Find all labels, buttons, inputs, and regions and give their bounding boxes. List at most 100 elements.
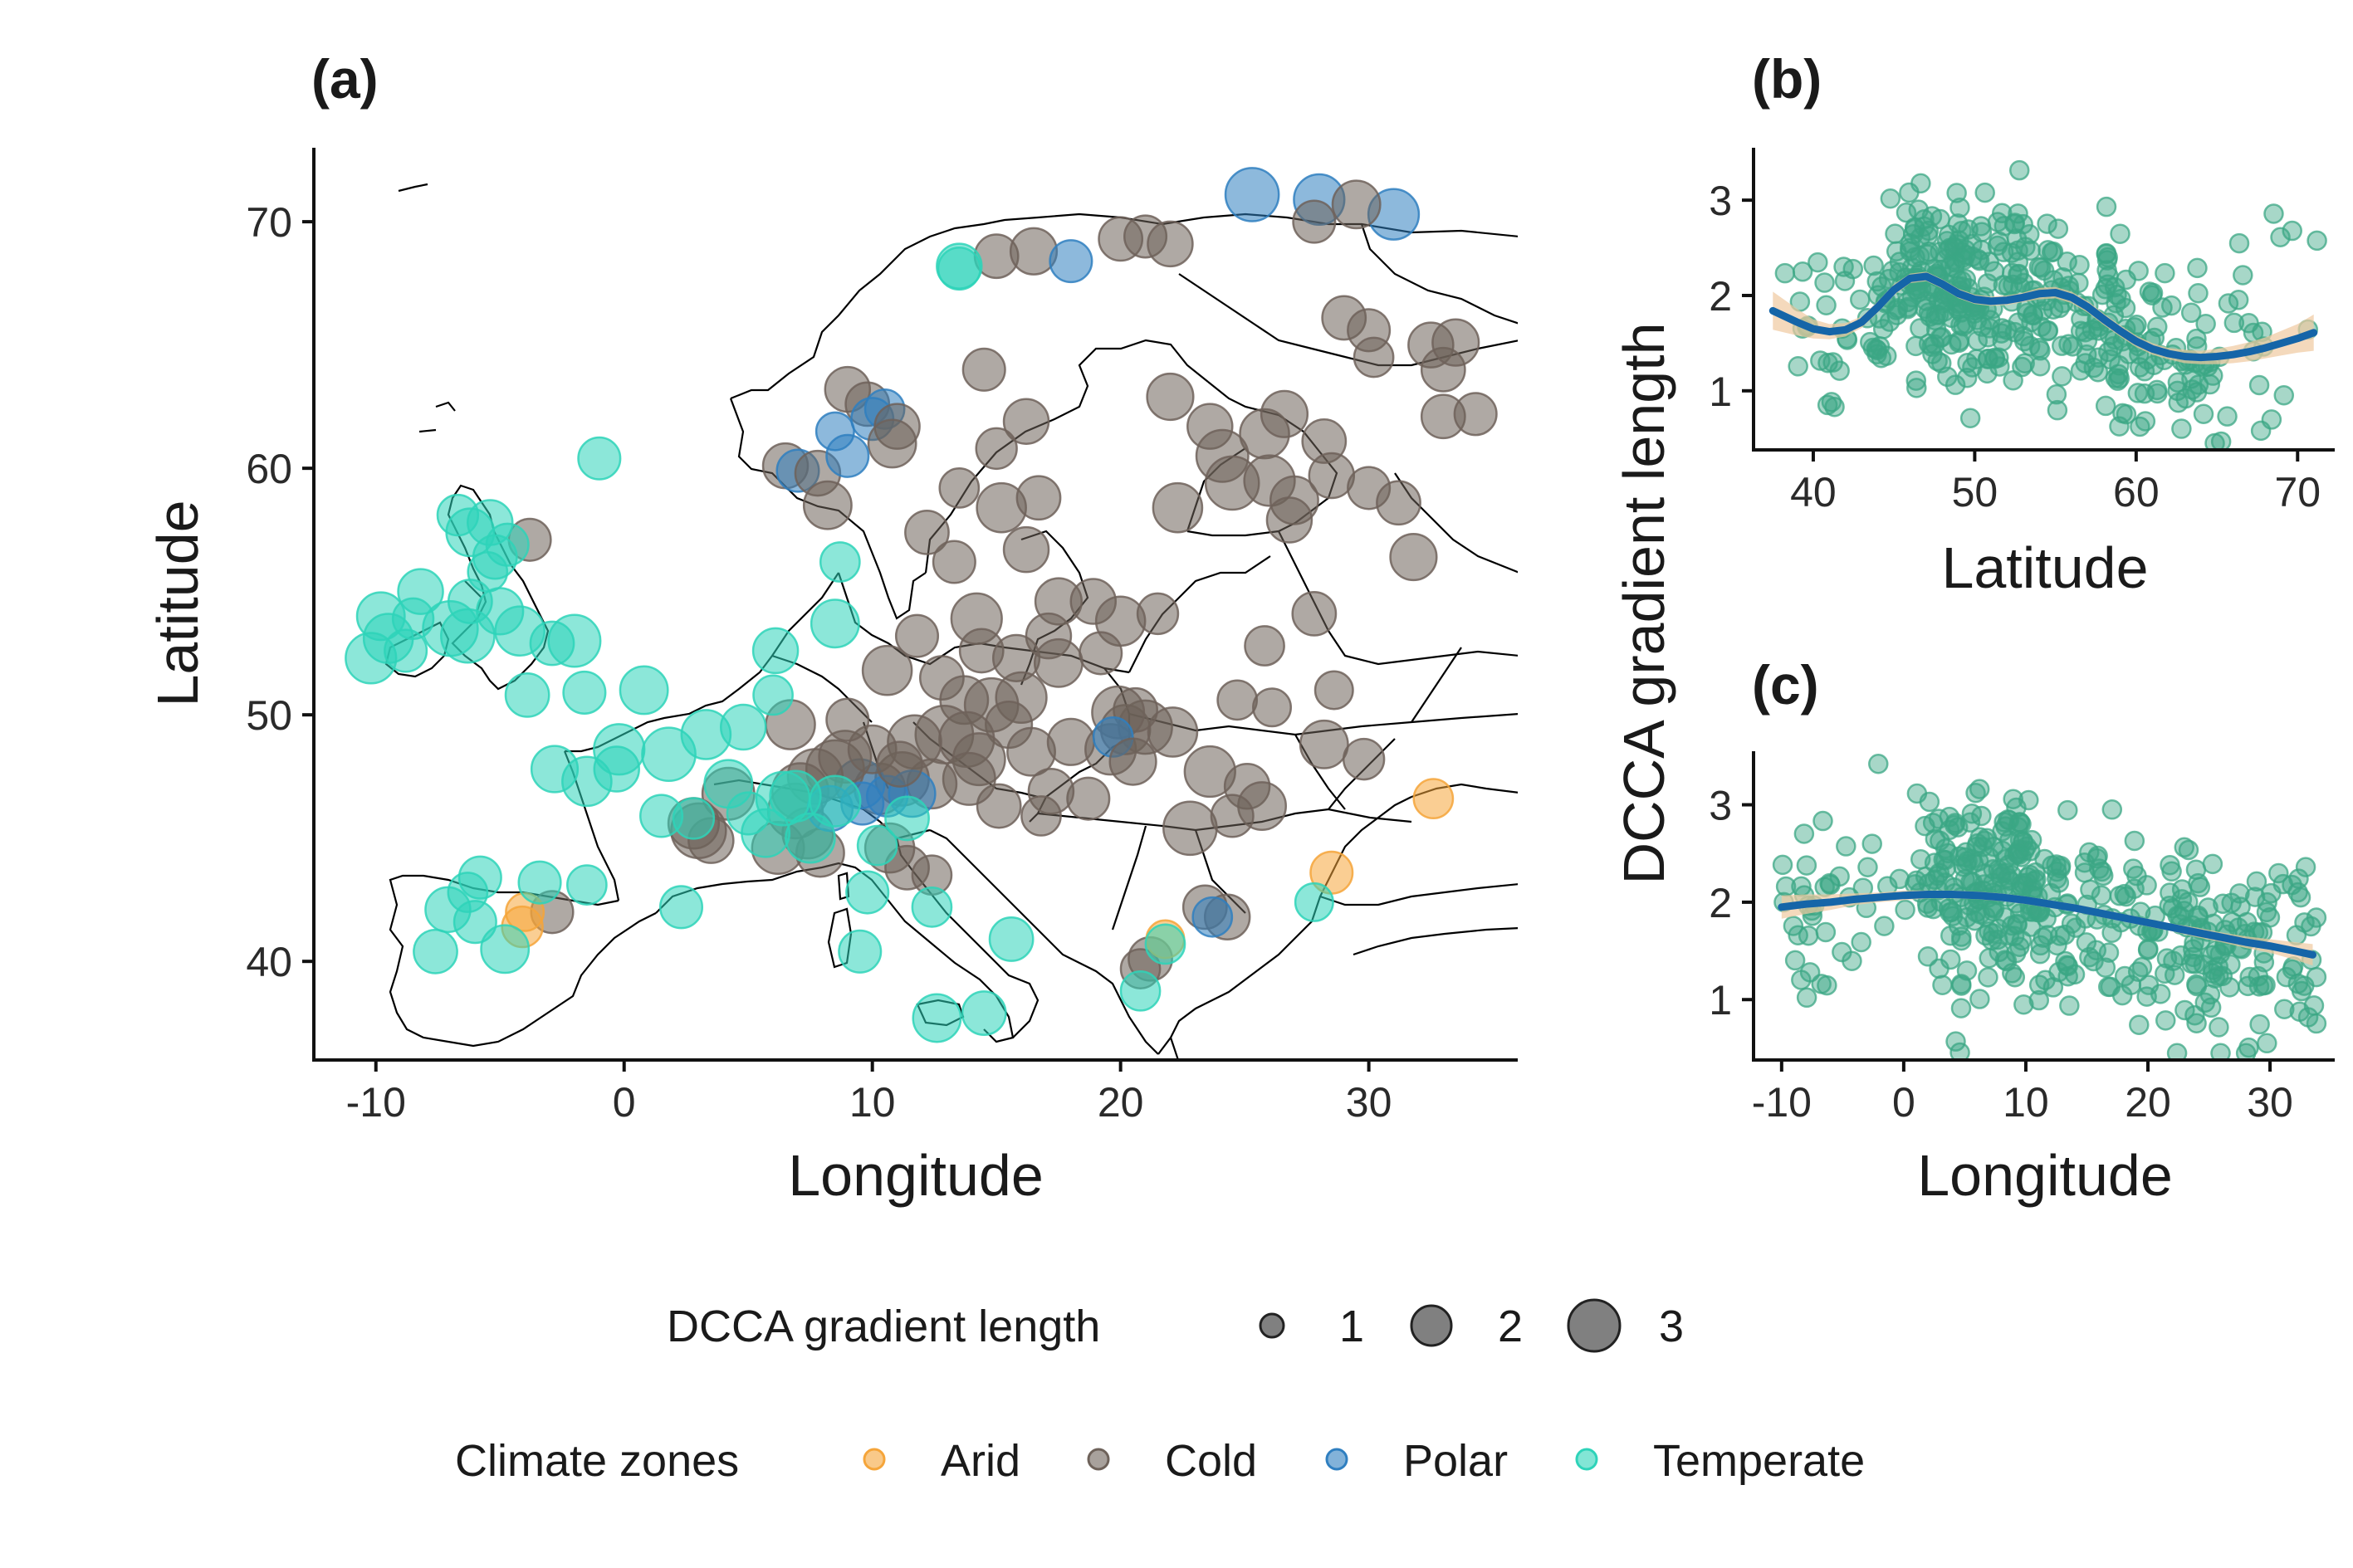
map-point-cold	[1313, 670, 1354, 711]
map-ticks: -10 0 10 20 30 40 50 60 70	[246, 199, 1392, 1126]
b-point	[2307, 230, 2327, 252]
map-point-temperate	[577, 436, 622, 481]
map-point-cold	[1152, 481, 1204, 534]
c-point	[2282, 874, 2302, 896]
b-point	[2273, 385, 2295, 406]
legend-swatch-cold	[1087, 1448, 1110, 1471]
c-point	[1950, 998, 1972, 1018]
map-point-temperate	[413, 928, 458, 975]
b-point	[1984, 347, 2005, 369]
panel-b-points	[1774, 159, 2327, 448]
map-point-cold	[904, 509, 950, 555]
b-point	[1904, 217, 1925, 238]
map-point-temperate	[884, 795, 930, 842]
c-point	[1972, 837, 1993, 857]
b-point	[1958, 219, 1979, 240]
c-point	[1817, 975, 1837, 996]
c-point	[2219, 977, 2240, 998]
legend-size-label-2: 2	[1498, 1302, 1523, 1351]
c-point	[2002, 963, 2023, 984]
map-point-cold	[894, 613, 940, 658]
c-point	[2086, 848, 2107, 869]
map-point-polar	[1224, 167, 1280, 222]
b-point	[2248, 374, 2270, 396]
b-point	[2020, 240, 2041, 261]
c-point	[2111, 984, 2133, 1006]
c-point	[2131, 956, 2153, 978]
map-y-tick-label: 40	[246, 939, 292, 985]
b-point	[2096, 242, 2117, 264]
map-x-tick-label: 30	[1346, 1079, 1392, 1126]
c-point	[2116, 886, 2137, 907]
map-y-tick-label: 70	[246, 199, 292, 246]
b-point	[2188, 283, 2209, 304]
b-point	[1959, 408, 1981, 428]
c-point	[2028, 989, 2050, 1011]
b-point	[2008, 159, 2030, 181]
c-point	[1906, 783, 1928, 804]
c-point	[1788, 925, 1808, 945]
c-point	[1836, 836, 1856, 857]
panel-a: (a)	[145, 48, 1518, 1208]
c-point	[2268, 862, 2289, 884]
b-point	[2095, 395, 2116, 417]
legend-size-label-3: 3	[1659, 1302, 1684, 1351]
b-point	[1991, 318, 2013, 339]
b-point	[2110, 223, 2130, 244]
map-x-tick-label: 0	[613, 1079, 636, 1126]
c-point	[2003, 789, 2023, 809]
b-point	[1910, 173, 1931, 194]
b-point	[1808, 252, 1828, 273]
map-point-temperate	[1294, 882, 1334, 922]
b-point	[1850, 289, 1871, 310]
b-point	[2116, 403, 2137, 425]
b-point	[1774, 262, 1796, 284]
c-point	[2166, 1043, 2188, 1058]
c-point	[1799, 962, 1821, 983]
b-point	[1977, 273, 1998, 294]
b-point	[2223, 312, 2245, 334]
b-point	[1833, 256, 1854, 277]
legend-label-temperate: Temperate	[1653, 1436, 1865, 1486]
c-point	[2208, 956, 2228, 977]
b-point	[2075, 321, 2096, 343]
c-y-tick-label: 2	[1709, 880, 1732, 926]
map-point-temperate	[912, 993, 962, 1043]
b-point	[1932, 290, 1954, 311]
b-point	[1788, 356, 1808, 377]
c-point	[2160, 854, 2180, 876]
b-point	[1910, 318, 1930, 339]
c-point	[1815, 921, 1837, 943]
c-point	[2057, 799, 2078, 821]
legend-size-swatch-2	[1410, 1304, 1453, 1347]
map-point-temperate	[658, 885, 704, 930]
map-y-tick-label: 60	[246, 446, 292, 492]
b-point	[2167, 372, 2189, 393]
map-point-cold	[938, 467, 981, 509]
b-point	[1899, 237, 1920, 259]
map-point-cold	[961, 347, 1006, 392]
b-point	[1897, 298, 1918, 320]
map-points	[345, 167, 1498, 1043]
b-point	[1921, 206, 1943, 227]
map-point-temperate	[810, 598, 860, 649]
b-point	[2029, 356, 2051, 377]
b-point	[1949, 332, 1969, 354]
map-point-cold	[1353, 336, 1395, 379]
b-point	[2233, 265, 2253, 286]
c-point	[2181, 953, 2202, 974]
c-point	[2282, 959, 2303, 980]
b-point	[2147, 316, 2168, 338]
map-point-cold	[867, 418, 917, 469]
c-point	[1917, 946, 1939, 967]
c-point	[2209, 1017, 2229, 1038]
map-point-temperate	[752, 674, 794, 716]
b-point	[1978, 327, 1998, 348]
c-point	[1994, 862, 2016, 883]
c-point	[2289, 1001, 2310, 1022]
b-point	[1956, 367, 1978, 388]
c-point	[1851, 931, 1871, 953]
b-point	[1931, 327, 1952, 348]
c-point	[2029, 943, 2051, 965]
c-point	[2291, 980, 2312, 1002]
